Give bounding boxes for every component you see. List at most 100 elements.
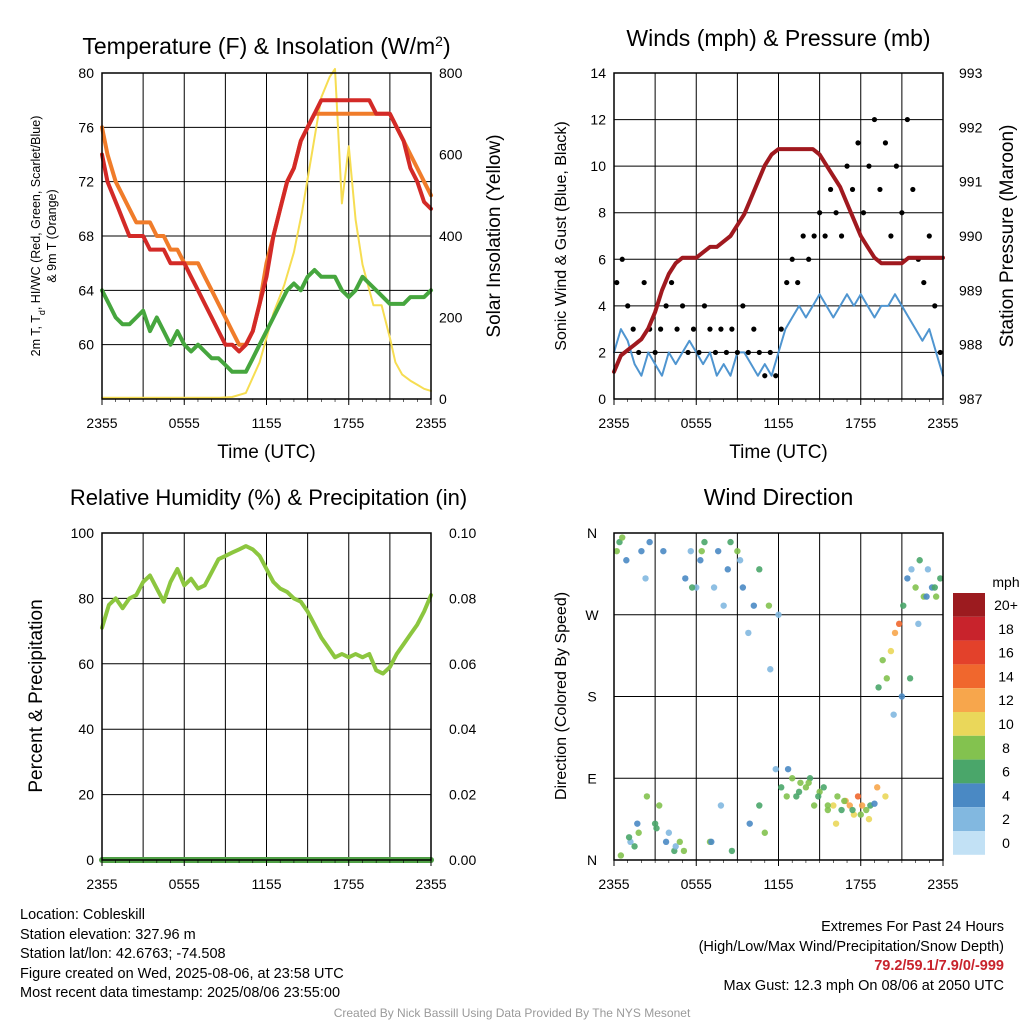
wdir-direction-point <box>613 547 620 555</box>
wdir-direction-point <box>834 793 841 800</box>
wdir-direction-point <box>890 711 897 718</box>
wdir-direction-point <box>838 806 845 814</box>
wdir-direction-point <box>906 675 914 682</box>
wdir-direction-point <box>756 802 763 809</box>
wdir-direction-point <box>638 547 645 555</box>
wdir-direction-point <box>672 843 679 850</box>
wind-series-gust-point <box>893 163 899 169</box>
wind-series-gust-point <box>882 140 889 146</box>
wind-series-gust-point <box>723 349 730 356</box>
wdir-direction-point <box>656 802 663 809</box>
wdir-direction-point <box>891 629 899 637</box>
wdir-direction-point <box>841 797 848 805</box>
wdir-direction-point <box>795 788 803 796</box>
wdir-colorbar-label: 6 <box>1002 764 1010 780</box>
extremes-title: Extremes For Past 24 Hours <box>821 919 1004 935</box>
temp-ytick-label: 60 <box>78 337 94 353</box>
wdir-xtick-label: 2355 <box>927 876 958 892</box>
wdir-direction-point <box>908 566 915 573</box>
wind-series-gust-point <box>789 256 795 262</box>
wdir-direction-point <box>708 838 715 846</box>
wind-series-gust-point <box>690 326 697 332</box>
location-text: Location: Cobleskill <box>20 907 145 923</box>
wdir-direction-point <box>761 829 768 836</box>
temp-y2tick-label: 800 <box>439 65 463 81</box>
wdir-direction-point <box>662 838 670 846</box>
wdir-direction-point <box>697 557 704 564</box>
wdir-direction-point <box>924 566 932 573</box>
wind-ytick-label: 0 <box>598 391 606 407</box>
wdir-ytick-label: E <box>587 770 596 786</box>
wind-xtick-label: 2355 <box>598 415 629 431</box>
wdir-direction-point <box>643 793 651 800</box>
wdir-direction-point <box>728 847 736 855</box>
wind-y2label: Station Pressure (Maroon) <box>997 125 1018 348</box>
wind-series-gust-point <box>784 279 790 286</box>
wind-series-gust-point <box>636 349 642 356</box>
wdir-direction-point <box>642 575 649 582</box>
rh-ytick-label: 40 <box>78 721 94 737</box>
wdir-direction-point <box>815 793 822 800</box>
wdir-direction-point <box>778 784 785 791</box>
wdir-direction-point <box>665 829 673 836</box>
wdir-colorbar-swatch <box>953 831 985 855</box>
wdir-ytick-label: W <box>585 607 599 623</box>
wdir-xtick-label: 1755 <box>845 876 876 892</box>
wind-series-gust-point <box>899 210 905 216</box>
wdir-direction-point <box>727 538 734 546</box>
wdir-colorbar-swatch <box>953 664 985 689</box>
extremes-values: 79.2/59.1/7.9/0/-999 <box>874 958 1004 974</box>
wdir-direction-point <box>832 820 840 827</box>
wdir-colorbar-label: 14 <box>998 668 1014 684</box>
wdir-colorbar-label: 8 <box>1002 740 1010 756</box>
wdir-colorbar-label: 18 <box>998 621 1014 637</box>
wind-series-gust-point <box>778 326 784 332</box>
wind-series-gust-point <box>641 279 647 286</box>
wdir-direction-point <box>724 566 731 573</box>
wdir-direction-point <box>625 834 633 841</box>
wdir-direction-point <box>820 784 827 791</box>
wdir-ylabel: Direction (Colored By Speed) <box>553 592 570 800</box>
wdir-xtick-label: 1155 <box>763 876 793 892</box>
temp-series-2m-t <box>100 98 433 354</box>
temp-ylabel: 2m T, Td, HI/WC (Red, Green, Scarlet/Blu… <box>29 116 47 357</box>
rh-xtick-label: 0555 <box>169 876 200 892</box>
rh-ylabel: Percent & Precipitation <box>26 599 47 792</box>
rh-y2tick-label: 0.04 <box>449 721 476 737</box>
wind-series-gust-point <box>888 233 894 239</box>
wdir-colorbar-label: 4 <box>1002 787 1010 803</box>
wdir-colorbar-swatch <box>953 616 985 641</box>
wdir-direction-point <box>623 557 630 564</box>
extremes-info: Extremes For Past 24 Hours (High/Low/Max… <box>699 918 1004 996</box>
wdir-direction-point <box>784 765 792 773</box>
temp-y2tick-label: 400 <box>439 228 463 244</box>
wind-series-gust-point <box>718 326 724 332</box>
wdir-ytick-label: N <box>587 525 597 541</box>
wind-series-gust-point <box>811 233 817 239</box>
temp-xtick-label: 2355 <box>415 415 446 431</box>
temp-xlabel: Time (UTC) <box>217 442 316 463</box>
wdir-direction-point <box>810 802 818 809</box>
wind-xtick-label: 0555 <box>681 415 712 431</box>
wind-series-gust-point <box>921 279 927 286</box>
wdir-direction-point <box>923 593 930 600</box>
wind-series-gust-point <box>932 303 938 309</box>
wind-series-gust-point <box>806 256 812 262</box>
temp-xtick-label: 1155 <box>251 415 281 431</box>
wdir-direction-point <box>701 538 708 546</box>
wind-series-gust-point <box>849 186 856 193</box>
wdir-direction-point <box>736 557 744 564</box>
wind-y2tick-label: 990 <box>959 228 983 244</box>
wind-y2tick-label: 988 <box>959 337 983 353</box>
wdir-direction-point <box>871 800 878 807</box>
elevation-text: Station elevation: 327.96 m <box>20 926 196 943</box>
wdir-direction-point <box>874 784 881 791</box>
station-info: Location: Cobleskill Station elevation: … <box>20 906 344 1004</box>
wdir-colorbar-swatch <box>953 712 985 736</box>
wdir-colorbar-swatch <box>953 688 985 712</box>
rh-y2tick-label: 0.08 <box>449 590 476 606</box>
wdir-ytick-label: N <box>587 852 597 868</box>
wdir-direction-point <box>710 584 718 591</box>
wdir-direction-point <box>882 793 889 800</box>
wdir-direction-point <box>900 602 907 609</box>
